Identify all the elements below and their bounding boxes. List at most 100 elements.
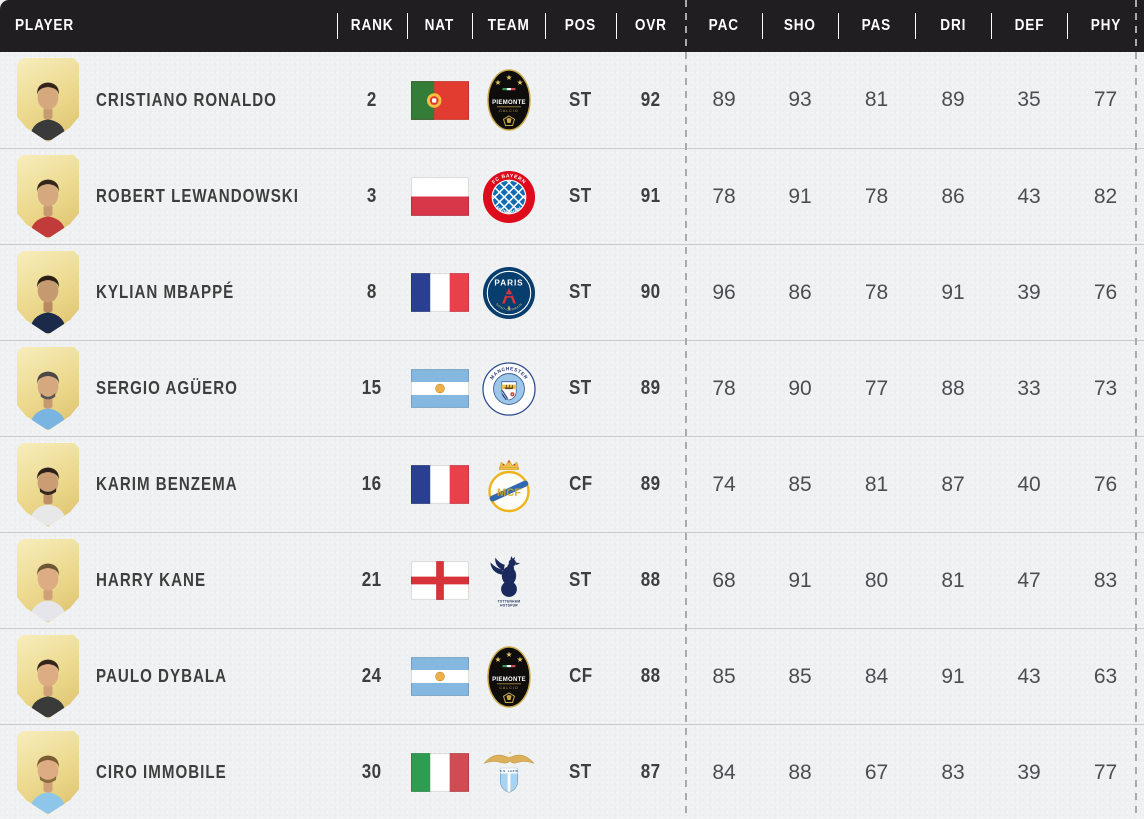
stat-sho: 93 <box>788 88 812 111</box>
player-rank: 21 <box>362 569 382 591</box>
column-header-pac[interactable]: PAC <box>686 0 762 52</box>
player-rank: 30 <box>362 761 382 783</box>
svg-text:S.S. LAZIO: S.S. LAZIO <box>499 769 518 773</box>
column-header-rank[interactable]: RANK <box>336 0 407 52</box>
stat-dri: 91 <box>941 664 965 688</box>
nationality-cell <box>407 533 472 628</box>
table-row[interactable]: PAULO DYBALA 24 ★ ★ ★ PIEMONTE CALCIO CF <box>0 628 1144 724</box>
stat-phy: 76 <box>1093 280 1118 304</box>
team-cell: MANCHESTER CITY <box>472 341 545 436</box>
player-overall: 89 <box>641 377 661 399</box>
column-header-phy[interactable]: PHY <box>1066 0 1144 52</box>
stat-def: 40 <box>1017 472 1041 496</box>
column-header-def[interactable]: DEF <box>990 0 1067 52</box>
player-overall: 89 <box>641 473 661 495</box>
stat-phy: 76 <box>1093 472 1118 496</box>
table-row[interactable]: KYLIAN MBAPPÉ 8 PARIS SAINT-GERMAIN ST 9… <box>0 244 1144 340</box>
stat-def: 39 <box>1017 760 1041 784</box>
flag-italy-icon <box>410 753 469 792</box>
player-name[interactable]: KARIM BENZEMA <box>96 474 238 494</box>
stat-pas: 77 <box>864 376 889 400</box>
player-rank: 2 <box>367 88 377 111</box>
badge-piemonte-calcio-icon: ★ ★ ★ PIEMONTE CALCIO <box>486 645 531 708</box>
flag-poland-icon <box>410 177 469 216</box>
nationality-cell <box>407 629 472 724</box>
stat-dri: 83 <box>941 760 965 784</box>
player-position: CF <box>568 473 593 495</box>
badge-manchester-city-icon: MANCHESTER CITY <box>481 361 536 416</box>
column-header-ovr[interactable]: OVR <box>615 0 686 52</box>
column-header-pos[interactable]: POS <box>544 0 616 52</box>
player-photo-silhouette <box>30 467 66 525</box>
player-name[interactable]: ROBERT LEWANDOWSKI <box>96 186 299 206</box>
dashed-column-guide <box>685 0 687 819</box>
svg-text:HOTSPUR: HOTSPUR <box>500 604 518 608</box>
player-cell: KYLIAN MBAPPÉ <box>0 245 337 340</box>
player-name[interactable]: HARRY KANE <box>96 570 207 590</box>
table-row[interactable]: CRISTIANO RONALDO 2 ★ ★ ★ PIEMONTE CALCIO <box>0 52 1144 148</box>
player-name[interactable]: CIRO IMMOBILE <box>96 762 227 782</box>
column-header-player[interactable]: PLAYER <box>0 0 337 52</box>
stat-pas: 81 <box>864 472 889 496</box>
column-header-nat[interactable]: NAT <box>406 0 472 52</box>
player-photo-silhouette <box>30 179 66 237</box>
svg-text:★: ★ <box>494 655 501 664</box>
flag-france-icon <box>410 465 469 504</box>
player-card-thumbnail <box>17 250 79 335</box>
player-overall: 91 <box>641 185 661 207</box>
player-name[interactable]: KYLIAN MBAPPÉ <box>96 282 235 302</box>
column-label: RANK <box>350 17 394 34</box>
column-header-sho[interactable]: SHO <box>761 0 838 52</box>
player-name[interactable]: CRISTIANO RONALDO <box>96 89 277 110</box>
player-position: ST <box>569 377 592 399</box>
player-position: ST <box>569 761 592 783</box>
player-cell: PAULO DYBALA <box>0 629 337 724</box>
team-cell: ★ ★ ★ PIEMONTE CALCIO <box>472 52 545 148</box>
column-header-team[interactable]: TEAM <box>471 0 545 52</box>
player-overall: 92 <box>641 88 661 111</box>
table-row[interactable]: SERGIO AGÜERO 15 MANCHESTER CITY <box>0 340 1144 436</box>
svg-text:MÜNCHEN: MÜNCHEN <box>494 205 523 216</box>
stat-sho: 85 <box>788 664 812 688</box>
stat-pas: 78 <box>864 184 889 208</box>
stat-phy: 73 <box>1093 376 1118 400</box>
column-header-dri[interactable]: DRI <box>914 0 991 52</box>
player-name[interactable]: SERGIO AGÜERO <box>96 378 238 398</box>
stat-sho: 86 <box>788 280 812 304</box>
stat-def: 39 <box>1017 280 1041 304</box>
badge-tottenham-hotspur-icon: TOTTENHAM HOTSPUR <box>489 556 520 608</box>
column-label: DEF <box>1014 17 1044 34</box>
stat-pas: 78 <box>864 280 889 304</box>
nationality-cell <box>407 437 472 532</box>
player-position: ST <box>569 569 592 591</box>
column-header-pas[interactable]: PAS <box>837 0 915 52</box>
table-row[interactable]: KARIM BENZEMA 16 MCF CF 89 74 85 81 87 4… <box>0 436 1144 532</box>
stat-pac: 78 <box>712 184 736 208</box>
player-cell: SERGIO AGÜERO <box>0 341 337 436</box>
player-photo-silhouette <box>30 659 66 717</box>
table-row[interactable]: HARRY KANE 21 TOTTENHAM <box>0 532 1144 628</box>
table-row[interactable]: CIRO IMMOBILE 30 S.S. LAZIO ST 87 84 88 … <box>0 724 1144 819</box>
table-row[interactable]: ROBERT LEWANDOWSKI 3 <box>0 148 1144 244</box>
svg-text:CALCIO: CALCIO <box>499 686 518 690</box>
svg-text:PIEMONTE: PIEMONTE <box>492 677 526 683</box>
player-rank: 8 <box>367 281 377 303</box>
player-name[interactable]: PAULO DYBALA <box>96 666 228 686</box>
stat-def: 35 <box>1017 88 1041 111</box>
badge-real-madrid-icon: MCF <box>487 458 530 512</box>
team-cell: MCF <box>472 437 545 532</box>
player-rank: 16 <box>362 473 382 495</box>
player-photo-silhouette <box>30 371 66 429</box>
stat-pac: 89 <box>712 88 736 111</box>
stat-sho: 88 <box>788 760 812 784</box>
player-rank: 24 <box>362 665 382 687</box>
stat-sho: 90 <box>788 376 812 400</box>
player-position: ST <box>569 281 592 303</box>
team-cell: PARIS SAINT-GERMAIN <box>472 245 545 340</box>
column-label: PLAYER <box>15 17 75 34</box>
column-label: PAS <box>861 17 892 34</box>
svg-text:TOTTENHAM: TOTTENHAM <box>497 599 520 603</box>
flag-england-icon <box>410 561 469 600</box>
player-card-thumbnail <box>17 634 79 719</box>
player-position: ST <box>569 185 592 207</box>
